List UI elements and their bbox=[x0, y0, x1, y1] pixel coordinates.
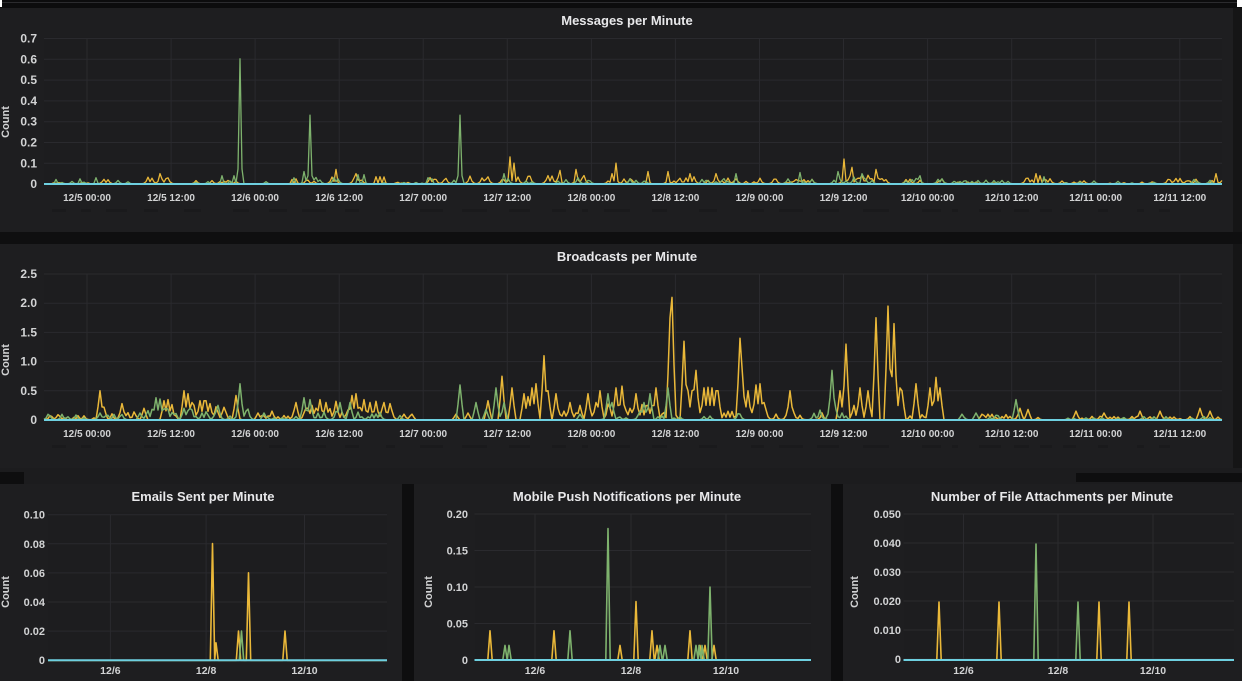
svg-text:12/8 12:00: 12/8 12:00 bbox=[651, 193, 699, 204]
svg-text:0.20: 0.20 bbox=[447, 509, 468, 521]
svg-text:0.02: 0.02 bbox=[24, 626, 45, 638]
svg-text:12/8: 12/8 bbox=[621, 665, 642, 677]
svg-text:0: 0 bbox=[462, 655, 468, 667]
svg-text:12/7 00:00: 12/7 00:00 bbox=[399, 193, 447, 204]
svg-text:12/10 00:00: 12/10 00:00 bbox=[901, 429, 955, 440]
svg-text:2.5: 2.5 bbox=[20, 267, 37, 281]
svg-text:0.3: 0.3 bbox=[20, 115, 37, 129]
svg-text:Broadcasts per Minute: Broadcasts per Minute bbox=[557, 249, 697, 264]
svg-text:12/7 00:00: 12/7 00:00 bbox=[399, 429, 447, 440]
svg-text:0.10: 0.10 bbox=[24, 510, 45, 522]
svg-text:12/8: 12/8 bbox=[1048, 665, 1069, 677]
svg-text:2.0: 2.0 bbox=[20, 296, 37, 310]
svg-text:0: 0 bbox=[30, 413, 37, 427]
svg-text:0.020: 0.020 bbox=[873, 596, 901, 608]
svg-text:0: 0 bbox=[30, 177, 37, 191]
svg-text:12/11 12:00: 12/11 12:00 bbox=[1153, 429, 1206, 440]
svg-text:0.040: 0.040 bbox=[873, 538, 901, 550]
svg-text:1.0: 1.0 bbox=[20, 355, 37, 369]
svg-text:12/11 00:00: 12/11 00:00 bbox=[1069, 429, 1122, 440]
svg-text:1.5: 1.5 bbox=[20, 325, 37, 339]
svg-text:12/9 00:00: 12/9 00:00 bbox=[736, 429, 784, 440]
svg-text:12/6: 12/6 bbox=[100, 665, 121, 677]
svg-text:12/10 12:00: 12/10 12:00 bbox=[985, 193, 1039, 204]
svg-text:Messages per Minute: Messages per Minute bbox=[561, 13, 693, 28]
svg-text:12/9 12:00: 12/9 12:00 bbox=[820, 193, 868, 204]
svg-text:Count: Count bbox=[0, 106, 12, 138]
svg-text:0.06: 0.06 bbox=[24, 568, 45, 580]
svg-text:Count: Count bbox=[423, 576, 435, 608]
svg-text:12/6 00:00: 12/6 00:00 bbox=[231, 429, 279, 440]
svg-text:12/9 12:00: 12/9 12:00 bbox=[820, 429, 868, 440]
svg-text:12/6 00:00: 12/6 00:00 bbox=[231, 193, 279, 204]
svg-text:12/5 00:00: 12/5 00:00 bbox=[63, 193, 111, 204]
svg-text:0.04: 0.04 bbox=[24, 597, 46, 609]
svg-text:12/8 00:00: 12/8 00:00 bbox=[567, 193, 615, 204]
svg-text:12/10 00:00: 12/10 00:00 bbox=[901, 193, 955, 204]
svg-text:0.15: 0.15 bbox=[447, 546, 468, 558]
svg-text:0: 0 bbox=[895, 654, 901, 666]
svg-text:12/5 00:00: 12/5 00:00 bbox=[63, 429, 111, 440]
svg-text:0.4: 0.4 bbox=[20, 94, 37, 108]
svg-text:12/11 12:00: 12/11 12:00 bbox=[1153, 193, 1206, 204]
svg-text:0.6: 0.6 bbox=[20, 52, 37, 66]
svg-text:0.2: 0.2 bbox=[20, 136, 37, 150]
svg-text:0.5: 0.5 bbox=[20, 384, 37, 398]
svg-text:0: 0 bbox=[39, 655, 45, 667]
svg-text:12/8 00:00: 12/8 00:00 bbox=[567, 429, 615, 440]
svg-text:0.1: 0.1 bbox=[20, 156, 37, 170]
svg-text:Mobile Push Notifications per: Mobile Push Notifications per Minute bbox=[513, 489, 741, 504]
svg-text:0.050: 0.050 bbox=[873, 509, 901, 521]
svg-text:Number of File Attachments per: Number of File Attachments per Minute bbox=[931, 489, 1173, 504]
svg-text:Emails Sent per Minute: Emails Sent per Minute bbox=[131, 489, 274, 504]
svg-text:12/5 12:00: 12/5 12:00 bbox=[147, 193, 195, 204]
svg-text:12/8: 12/8 bbox=[196, 665, 217, 677]
svg-text:12/10: 12/10 bbox=[291, 665, 317, 677]
svg-text:12/6 12:00: 12/6 12:00 bbox=[315, 429, 363, 440]
svg-text:Count: Count bbox=[0, 576, 12, 608]
svg-text:12/9 00:00: 12/9 00:00 bbox=[736, 193, 784, 204]
svg-text:0.030: 0.030 bbox=[873, 567, 901, 579]
svg-text:12/8 12:00: 12/8 12:00 bbox=[651, 429, 699, 440]
svg-text:12/6: 12/6 bbox=[525, 665, 546, 677]
svg-text:Count: Count bbox=[849, 576, 861, 608]
svg-text:0.010: 0.010 bbox=[873, 625, 901, 637]
svg-text:12/7 12:00: 12/7 12:00 bbox=[483, 429, 531, 440]
svg-text:0.7: 0.7 bbox=[20, 32, 37, 46]
svg-text:12/10: 12/10 bbox=[1140, 665, 1166, 677]
svg-text:12/10: 12/10 bbox=[713, 665, 739, 677]
svg-text:0.08: 0.08 bbox=[24, 539, 45, 551]
svg-text:12/10 12:00: 12/10 12:00 bbox=[985, 429, 1039, 440]
svg-text:12/11 00:00: 12/11 00:00 bbox=[1069, 193, 1122, 204]
svg-text:12/5 12:00: 12/5 12:00 bbox=[147, 429, 195, 440]
svg-text:0.5: 0.5 bbox=[20, 73, 37, 87]
svg-text:12/6: 12/6 bbox=[953, 665, 974, 677]
svg-text:12/7 12:00: 12/7 12:00 bbox=[483, 193, 531, 204]
svg-text:0.10: 0.10 bbox=[447, 582, 468, 594]
svg-text:Count: Count bbox=[0, 344, 12, 376]
svg-text:12/6 12:00: 12/6 12:00 bbox=[315, 193, 363, 204]
svg-text:0.05: 0.05 bbox=[447, 619, 468, 631]
